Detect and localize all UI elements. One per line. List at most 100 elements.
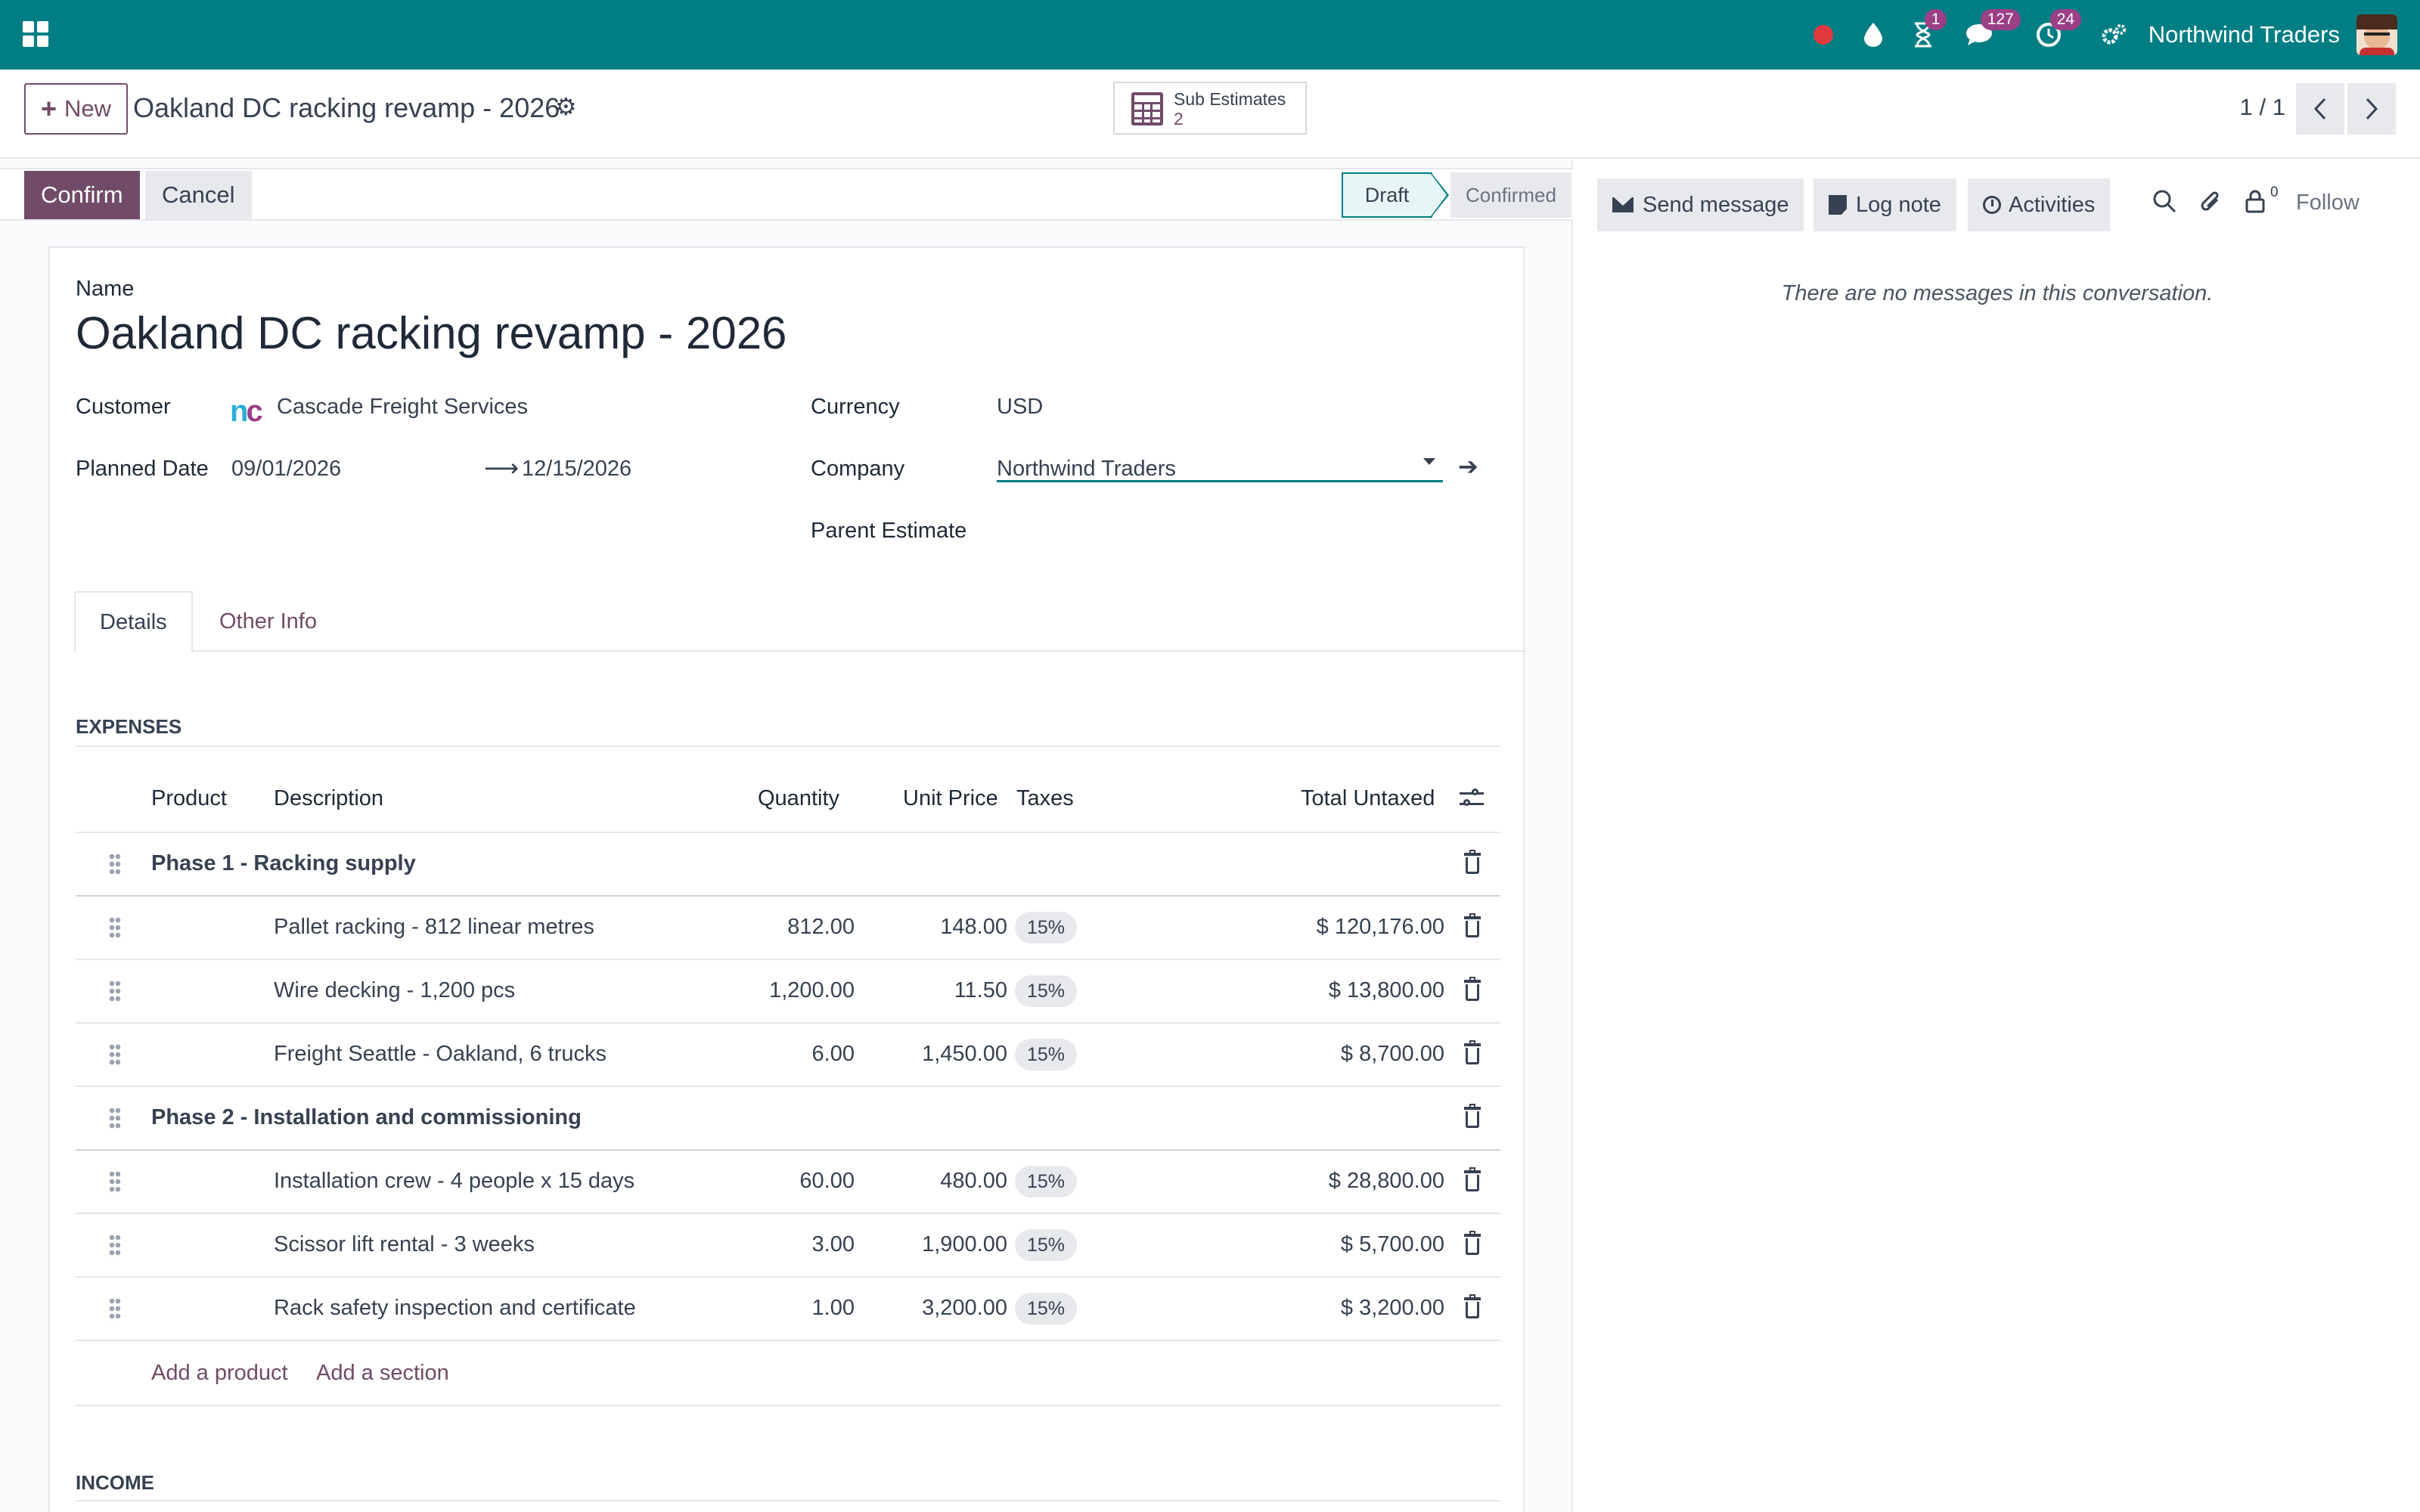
tax-badge: 15% bbox=[1015, 1039, 1078, 1070]
smart-button-value: 2 bbox=[1174, 109, 1184, 129]
add-section-link[interactable]: Add a section bbox=[316, 1361, 449, 1385]
name-field[interactable]: Oakland DC racking revamp - 2026 bbox=[76, 308, 787, 358]
column-unit-price[interactable]: Unit Price bbox=[903, 786, 998, 810]
apps-menu-icon[interactable] bbox=[23, 21, 48, 47]
activities-label: Activities bbox=[2009, 192, 2096, 217]
line-description: Pallet racking - 812 linear metres bbox=[274, 915, 594, 939]
column-product[interactable]: Product bbox=[151, 786, 227, 810]
trash-icon[interactable] bbox=[1464, 1040, 1481, 1066]
column-taxes[interactable]: Taxes bbox=[1016, 786, 1074, 810]
timer-icon[interactable]: 24 bbox=[2034, 9, 2082, 50]
tax-badge: 15% bbox=[1015, 912, 1078, 943]
table-row[interactable]: Wire decking - 1,200 pcs 1,200.00 11.50 … bbox=[76, 960, 1500, 1024]
planned-date-start-field[interactable]: 09/01/2026 bbox=[231, 457, 342, 481]
paperclip-icon[interactable] bbox=[2199, 189, 2222, 221]
pager-previous-button[interactable] bbox=[2296, 83, 2344, 135]
gear-icon[interactable]: ⚙ bbox=[555, 93, 577, 120]
activity-badge: 1 bbox=[1924, 9, 1947, 30]
table-row[interactable]: Pallet racking - 812 linear metres 812.0… bbox=[76, 897, 1500, 960]
trash-icon[interactable] bbox=[1464, 1167, 1481, 1193]
trash-icon[interactable] bbox=[1464, 1231, 1481, 1256]
drag-handle-icon[interactable] bbox=[109, 1234, 121, 1258]
smart-button-label: Sub Estimates bbox=[1174, 89, 1286, 109]
sub-estimates-smart-button[interactable]: Sub Estimates 2 bbox=[1113, 82, 1307, 135]
stage-confirmed[interactable]: Confirmed bbox=[1450, 172, 1571, 218]
line-quantity: 812.00 bbox=[787, 915, 855, 939]
hourglass-icon[interactable]: 1 bbox=[1908, 9, 1947, 50]
new-button[interactable]: + New bbox=[24, 83, 129, 135]
table-row[interactable]: Freight Seattle - Oakland, 6 trucks 6.00… bbox=[76, 1024, 1500, 1087]
table-row[interactable]: Rack safety inspection and certificate 1… bbox=[76, 1278, 1500, 1341]
stage-draft[interactable]: Draft bbox=[1342, 172, 1432, 218]
customer-field[interactable]: Cascade Freight Services bbox=[277, 395, 529, 419]
trash-icon[interactable] bbox=[1464, 1294, 1481, 1320]
trash-icon[interactable] bbox=[1464, 850, 1481, 875]
tab-details[interactable]: Details bbox=[74, 591, 193, 653]
trash-icon[interactable] bbox=[1464, 1104, 1481, 1129]
tab-other-info[interactable]: Other Info bbox=[219, 609, 317, 634]
line-total: $ 5,700.00 bbox=[1340, 1232, 1444, 1256]
chat-icon[interactable]: 127 bbox=[1964, 9, 2021, 50]
cancel-button[interactable]: Cancel bbox=[145, 171, 252, 219]
company-field[interactable] bbox=[997, 446, 1443, 482]
line-total: $ 13,800.00 bbox=[1328, 978, 1444, 1002]
empty-conversation-message: There are no messages in this conversati… bbox=[1781, 281, 2214, 305]
drop-icon[interactable] bbox=[1858, 20, 1888, 50]
internal-link-arrow-icon[interactable]: ➔ bbox=[1458, 453, 1478, 480]
recording-dot-icon[interactable] bbox=[1808, 20, 1838, 50]
plus-icon: + bbox=[41, 93, 57, 124]
drag-handle-icon[interactable] bbox=[109, 980, 121, 1004]
line-description: Scissor lift rental - 3 weeks bbox=[274, 1232, 535, 1256]
table-row[interactable]: Installation crew - 4 people x 15 days 6… bbox=[76, 1151, 1500, 1214]
user-avatar[interactable] bbox=[2356, 14, 2397, 55]
follow-button[interactable]: Follow bbox=[2296, 191, 2360, 215]
breadcrumb-record-title: Oakland DC racking revamp - 2026 bbox=[133, 92, 560, 123]
drag-handle-icon[interactable] bbox=[109, 1107, 121, 1131]
line-unit-price: 148.00 bbox=[940, 915, 1007, 939]
activities-button[interactable]: Activities bbox=[1968, 178, 2111, 231]
navbar-company-name[interactable]: Northwind Traders bbox=[2148, 21, 2340, 48]
optional-columns-icon[interactable] bbox=[1460, 786, 1484, 810]
currency-label: Currency bbox=[811, 395, 900, 419]
dropdown-caret-icon[interactable] bbox=[1423, 458, 1435, 465]
column-quantity[interactable]: Quantity bbox=[758, 786, 839, 810]
status-bar: Confirm Cancel Draft Confirmed bbox=[0, 168, 1573, 221]
navbar-systray: 1 127 24 Northwind Traders bbox=[1789, 0, 2397, 70]
planned-date-label: Planned Date bbox=[76, 457, 209, 481]
log-note-label: Log note bbox=[1856, 192, 1941, 217]
column-total-untaxed[interactable]: Total Untaxed bbox=[1301, 786, 1435, 810]
currency-field[interactable]: USD bbox=[997, 395, 1044, 419]
section-name: Phase 2 - Installation and commissioning bbox=[151, 1105, 582, 1129]
log-note-button[interactable]: Log note bbox=[1813, 178, 1956, 231]
confirm-button[interactable]: Confirm bbox=[24, 171, 140, 219]
column-description[interactable]: Description bbox=[274, 786, 384, 810]
drag-handle-icon[interactable] bbox=[109, 916, 121, 940]
add-product-link[interactable]: Add a product bbox=[151, 1361, 288, 1385]
line-unit-price: 1,900.00 bbox=[922, 1232, 1007, 1256]
send-message-button[interactable]: Send message bbox=[1597, 178, 1804, 231]
line-description: Wire decking - 1,200 pcs bbox=[274, 978, 516, 1002]
lock-user-icon[interactable] bbox=[2245, 189, 2266, 219]
table-row[interactable]: Phase 1 - Racking supply bbox=[76, 833, 1500, 897]
table-row[interactable]: Scissor lift rental - 3 weeks 3.00 1,900… bbox=[76, 1214, 1500, 1278]
drag-handle-icon[interactable] bbox=[109, 853, 121, 877]
drag-handle-icon[interactable] bbox=[109, 1043, 121, 1067]
search-icon[interactable] bbox=[2152, 189, 2176, 219]
pager-next-button[interactable] bbox=[2347, 83, 2396, 135]
drag-handle-icon[interactable] bbox=[109, 1170, 121, 1194]
trash-icon[interactable] bbox=[1464, 977, 1481, 1002]
planned-date-end-field[interactable]: 12/15/2026 bbox=[522, 457, 632, 481]
settings-gears-icon[interactable] bbox=[2099, 20, 2129, 50]
company-label: Company bbox=[811, 457, 905, 481]
clock-icon bbox=[1983, 196, 2001, 214]
line-total: $ 3,200.00 bbox=[1340, 1296, 1444, 1320]
control-panel: + New Oakland DC racking revamp - 2026 ⚙… bbox=[0, 70, 2420, 159]
trash-icon[interactable] bbox=[1464, 913, 1481, 939]
drag-handle-icon[interactable] bbox=[109, 1297, 121, 1321]
pager-value[interactable]: 1 / 1 bbox=[2239, 94, 2285, 120]
long-arrow-right-icon: ⟶ bbox=[484, 454, 519, 482]
timer-badge: 24 bbox=[2049, 9, 2082, 30]
send-message-label: Send message bbox=[1643, 192, 1789, 217]
table-row[interactable]: Phase 2 - Installation and commissioning bbox=[76, 1087, 1500, 1151]
customer-logo: nc bbox=[230, 395, 263, 428]
